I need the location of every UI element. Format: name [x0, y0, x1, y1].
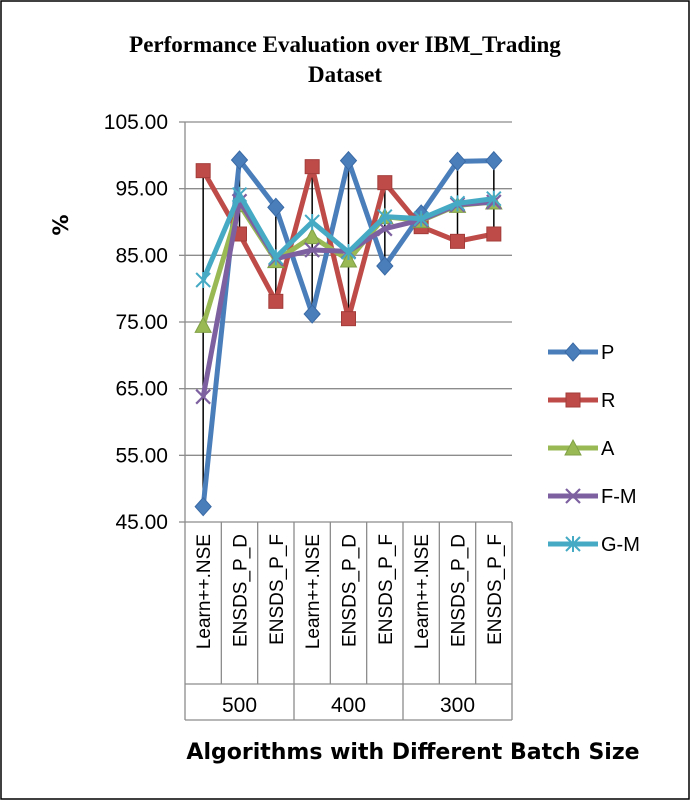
x-category-labels: Learn++.NSE ENSDS_P_D ENSDS_P_F Learn++.NSE… [194, 534, 506, 649]
legend-label: G-M [601, 534, 640, 556]
x-category-label: ENSDS_P_F [376, 534, 397, 645]
x-group-labels: 500 400 300 [222, 694, 475, 717]
data-point [195, 163, 211, 179]
y-tick-label: 65.00 [115, 378, 168, 401]
x-group-label: 300 [440, 694, 475, 717]
y-tick-label: 105.00 [104, 111, 168, 134]
x-category-label: Learn++.NSE [303, 534, 324, 649]
legend-item-A: A [548, 438, 615, 460]
data-point [267, 197, 285, 218]
axes [184, 122, 513, 721]
x-group-label: 400 [331, 694, 366, 717]
data-point [195, 272, 211, 288]
legend-item-R: R [548, 390, 615, 412]
x-category-label: Learn++.NSE [194, 534, 215, 649]
x-category-label: ENSDS_P_F [485, 534, 506, 645]
data-point [376, 256, 394, 276]
legend-label: A [601, 438, 615, 460]
data-point [303, 304, 321, 324]
data-point [195, 388, 211, 405]
legend-item-F-M: F-M [548, 486, 637, 508]
legend-marker [565, 392, 581, 408]
y-tick-label: 55.00 [115, 444, 168, 467]
data-point [486, 226, 502, 242]
x-axis-label: Algorithms with Different Batch Size [186, 740, 639, 765]
chart-title-line2: Dataset [308, 62, 382, 87]
data-point [377, 208, 393, 225]
chart-title-line1: Performance Evaluation over IBM_Trading [129, 32, 561, 57]
legend-label: F-M [601, 486, 637, 508]
data-point [341, 311, 356, 327]
y-tick-label: 75.00 [115, 311, 168, 334]
data-point [194, 496, 212, 517]
data-point [268, 249, 284, 266]
x-category-label: ENSDS_P_F [267, 534, 288, 645]
data-point [377, 175, 393, 191]
data-point [450, 233, 465, 249]
data-point [303, 227, 321, 245]
legend-marker [564, 342, 582, 362]
x-category-label: ENSDS_P_D [449, 534, 470, 647]
data-point [304, 159, 320, 175]
data-point [485, 150, 503, 171]
x-category-label: ENSDS_P_D [340, 534, 361, 647]
y-tick-label: 85.00 [115, 244, 168, 267]
data-point [413, 210, 429, 227]
x-category-label: ENSDS_P_D [231, 534, 252, 647]
data-point [304, 214, 320, 230]
data-point [449, 195, 466, 212]
data-point [448, 151, 467, 172]
y-tick-labels: 105.00 95.00 85.00 75.00 65.00 55.00 45.00 [104, 111, 185, 534]
series-G-M [195, 186, 502, 288]
legend-marker [565, 536, 581, 552]
y-tick-label: 95.00 [115, 178, 168, 201]
legend: P R A F-M G-M [548, 342, 640, 556]
legend-marker [564, 438, 582, 456]
legend-item-P: P [548, 342, 614, 364]
legend-item-G-M: G-M [548, 534, 640, 556]
data-point [230, 150, 249, 170]
data-point [268, 293, 284, 309]
data-point [340, 244, 357, 260]
data-point [486, 190, 502, 207]
series-group [194, 150, 503, 517]
legend-label: P [601, 342, 614, 364]
x-category-label: Learn++.NSE [412, 534, 433, 649]
y-tick-label: 45.00 [115, 511, 168, 534]
legend-marker [565, 488, 581, 504]
data-point [304, 242, 320, 258]
y-axis-label: % [49, 214, 73, 235]
series-P [194, 150, 503, 517]
x-group-label: 500 [222, 694, 257, 717]
data-point [194, 316, 213, 333]
data-point [231, 186, 248, 203]
legend-label: R [601, 390, 615, 412]
data-point [339, 150, 358, 171]
